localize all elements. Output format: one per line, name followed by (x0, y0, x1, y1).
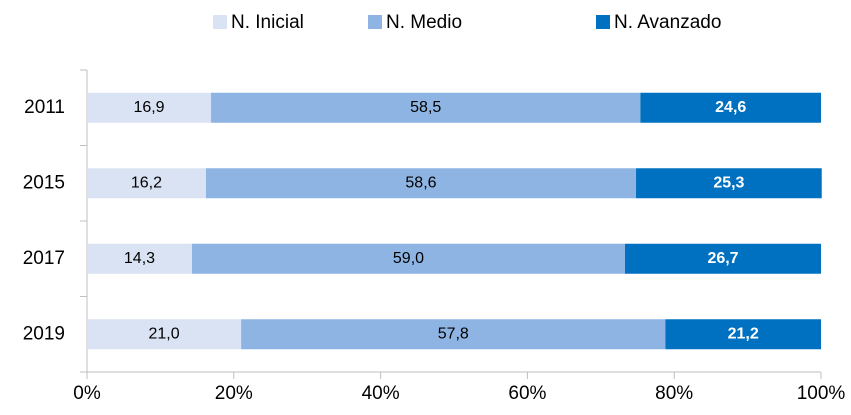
data-label: 59,0 (393, 250, 424, 267)
bar-segment (640, 92, 821, 123)
bar-segment (87, 168, 206, 199)
legend-swatch (596, 15, 610, 29)
bar-segment (191, 243, 626, 274)
x-tick-label: 20% (215, 383, 253, 404)
data-label: 26,7 (707, 250, 738, 267)
bar-segment (87, 319, 242, 350)
y-tick-label: 2019 (23, 323, 65, 344)
data-label: 24,6 (715, 99, 746, 116)
data-label: 21,0 (148, 325, 179, 342)
x-tick-label: 0% (73, 383, 101, 404)
y-tick-label: 2011 (24, 97, 65, 118)
legend-swatch (368, 15, 382, 29)
bar-segment (636, 168, 822, 199)
bar-segment (87, 92, 212, 123)
legend-label: N. Inicial (231, 12, 304, 33)
data-label: 16,2 (131, 174, 162, 191)
data-label: 57,8 (438, 325, 469, 342)
legend-label: N. Medio (386, 12, 462, 33)
y-tick-label: 2017 (23, 248, 65, 269)
data-label: 25,3 (713, 174, 744, 191)
x-tick-label: 100% (797, 383, 846, 404)
x-tick-label: 40% (362, 383, 400, 404)
legend-label: N. Avanzado (614, 12, 721, 33)
y-tick-label: 2015 (23, 172, 65, 193)
bar-segment (87, 243, 192, 274)
data-label: 58,5 (410, 99, 441, 116)
data-label: 14,3 (124, 250, 155, 267)
data-label: 21,2 (728, 325, 759, 342)
bar-segment (665, 319, 821, 350)
bar-segment (205, 168, 637, 199)
bar-segment (625, 243, 821, 274)
data-label: 16,9 (133, 99, 164, 116)
data-label: 58,6 (405, 174, 436, 191)
legend-swatch (213, 15, 227, 29)
bar-segment (211, 92, 641, 123)
bar-segment (241, 319, 666, 350)
x-tick-label: 80% (655, 383, 693, 404)
x-tick-label: 60% (508, 383, 546, 404)
